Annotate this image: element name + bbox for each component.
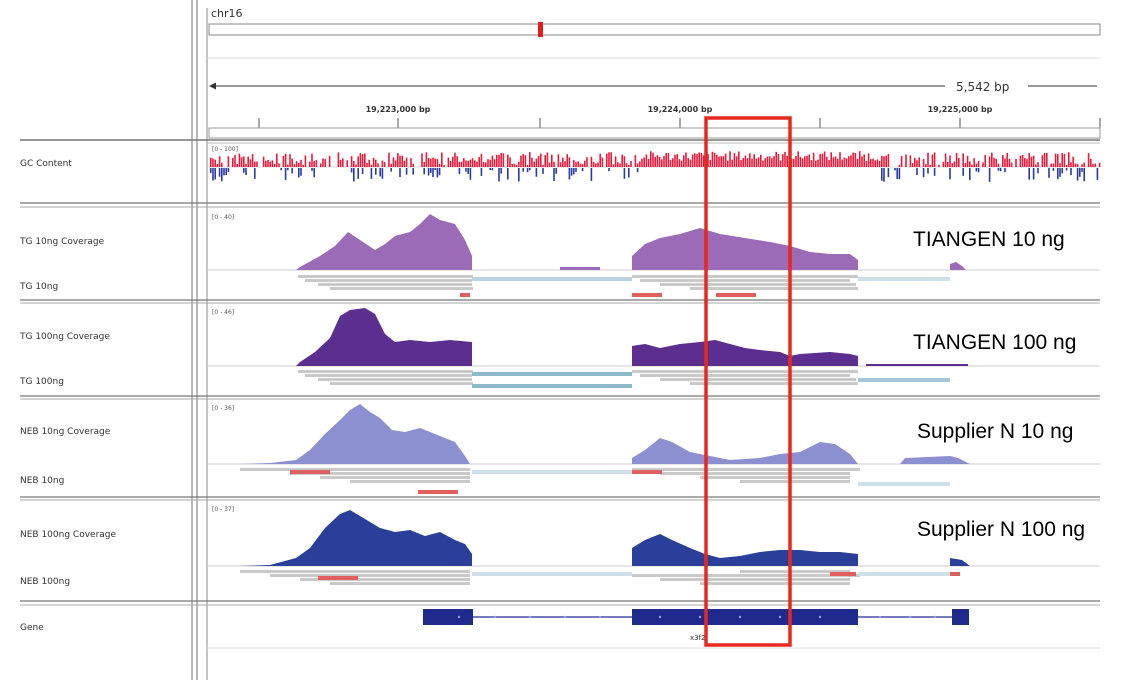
track-name-panel: GC Content TG 10ng Coverage TG 10ng TG 1… <box>19 159 116 633</box>
track-name-gene[interactable]: Gene <box>20 623 44 633</box>
gene-exon[interactable] <box>632 609 858 625</box>
ruler-tick-label: 19,224,000 bp <box>648 105 713 114</box>
tg100-read-alignments[interactable] <box>298 370 950 388</box>
overlay-label-tiangen-10ng: TIANGEN 10 ng <box>907 226 1071 254</box>
tg100-coverage-area[interactable] <box>296 308 968 366</box>
track-name-neb100-coverage[interactable]: NEB 100ng Coverage <box>20 530 116 540</box>
ruler-tick-label: 19,223,000 bp <box>366 105 431 114</box>
gene-track[interactable]: x3f2 <box>423 609 969 642</box>
span-arrow-left-icon <box>209 82 216 90</box>
neb100-read-alignments[interactable] <box>240 570 960 585</box>
track-name-tg10-reads[interactable]: TG 10ng <box>19 282 58 292</box>
gc-content-track[interactable] <box>209 151 1101 182</box>
gene-exon[interactable] <box>952 609 969 625</box>
ruler-panel: chr16 5,542 bp 19,223,000 bp 19,224,000 … <box>207 7 1101 139</box>
gene-exon[interactable] <box>423 609 473 625</box>
highlight-region-box <box>704 116 792 647</box>
neb100-data-range: [0 - 37] <box>212 506 234 513</box>
neb10-data-range: [0 - 36] <box>212 405 234 412</box>
neb100-coverage-area[interactable] <box>240 510 970 566</box>
tg10-coverage-area[interactable] <box>296 214 966 270</box>
gc-data-range: [0 - 100] <box>212 146 238 153</box>
overlay-label-supplier-n-10ng: Supplier N 10 ng <box>911 418 1080 446</box>
neb10-coverage-area[interactable] <box>240 404 970 464</box>
track-name-tg100-reads[interactable]: TG 100ng <box>19 377 64 387</box>
tg10-data-range: [0 - 40] <box>212 214 234 221</box>
track-name-gc-content[interactable]: GC Content <box>20 159 72 169</box>
ideogram-position-marker <box>538 22 543 37</box>
overlay-label-supplier-n-100ng: Supplier N 100 ng <box>911 516 1092 544</box>
tg100-data-range: [0 - 46] <box>212 309 234 316</box>
data-range-labels: [0 - 100] [0 - 40] [0 - 46] [0 - 36] [0 … <box>212 146 238 513</box>
span-label: 5,542 bp <box>956 80 1009 94</box>
track-name-tg10-coverage[interactable]: TG 10ng Coverage <box>19 237 105 247</box>
track-name-neb10-reads[interactable]: NEB 10ng <box>20 476 64 486</box>
track-name-neb100-reads[interactable]: NEB 100ng <box>20 577 70 587</box>
chromosome-name: chr16 <box>211 7 243 20</box>
tg10-read-alignments[interactable] <box>298 275 950 297</box>
overlay-label-tiangen-100ng: TIANGEN 100 ng <box>907 329 1083 357</box>
neb10-read-alignments[interactable] <box>240 468 950 494</box>
track-name-tg100-coverage[interactable]: TG 100ng Coverage <box>19 332 110 342</box>
gene-name: x3f2 <box>690 634 706 642</box>
ruler-tick-label: 19,225,000 bp <box>928 105 993 114</box>
track-name-neb10-coverage[interactable]: NEB 10ng Coverage <box>20 427 111 437</box>
chromosome-ideogram[interactable] <box>208 23 1101 36</box>
